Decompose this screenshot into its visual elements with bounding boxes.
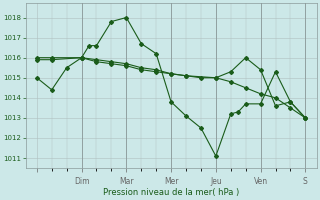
X-axis label: Pression niveau de la mer( hPa ): Pression niveau de la mer( hPa ) xyxy=(103,188,239,197)
